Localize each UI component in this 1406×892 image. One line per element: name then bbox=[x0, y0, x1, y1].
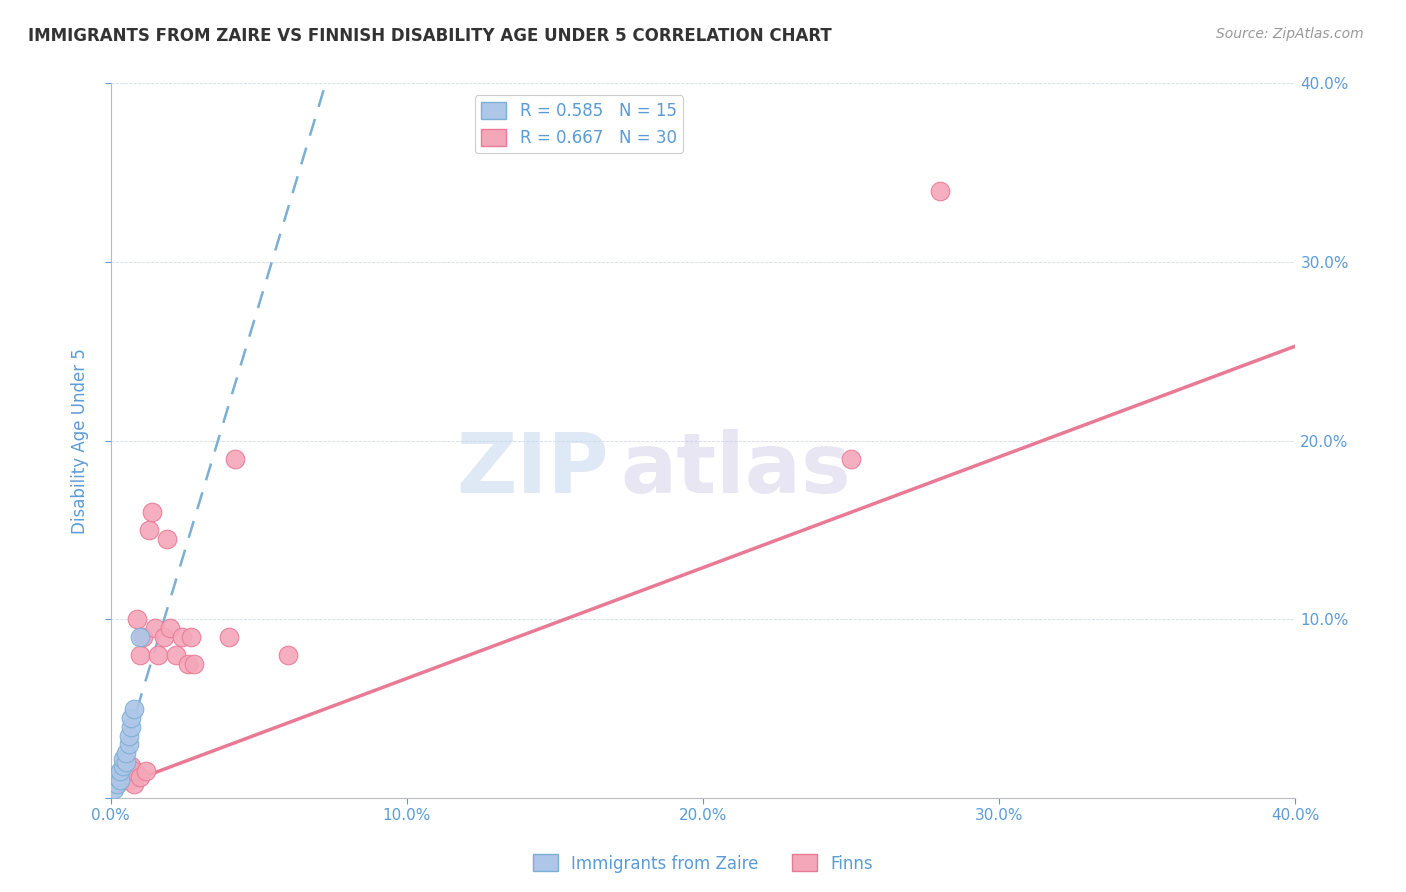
Point bbox=[929, 184, 952, 198]
Y-axis label: Disability Age Under 5: Disability Age Under 5 bbox=[72, 348, 89, 533]
Point bbox=[146, 648, 169, 662]
Point bbox=[180, 630, 202, 644]
Point bbox=[105, 777, 128, 791]
Legend: R = 0.585   N = 15, R = 0.667   N = 30: R = 0.585 N = 15, R = 0.667 N = 30 bbox=[474, 95, 683, 153]
Point bbox=[114, 756, 136, 770]
Point bbox=[156, 532, 179, 546]
Point bbox=[159, 621, 181, 635]
Point bbox=[124, 777, 146, 791]
Point bbox=[218, 630, 240, 644]
Point bbox=[165, 648, 187, 662]
Point bbox=[138, 523, 160, 537]
Point bbox=[124, 702, 146, 716]
Point bbox=[108, 773, 131, 788]
Point bbox=[111, 752, 134, 766]
Point bbox=[129, 630, 152, 644]
Text: atlas: atlas bbox=[620, 429, 851, 510]
Point bbox=[121, 711, 143, 725]
Point bbox=[129, 648, 152, 662]
Point bbox=[170, 630, 193, 644]
Point bbox=[117, 738, 139, 752]
Point bbox=[277, 648, 299, 662]
Point bbox=[141, 505, 163, 519]
Point bbox=[108, 773, 131, 788]
Point bbox=[111, 770, 134, 784]
Point bbox=[105, 777, 128, 791]
Point bbox=[108, 764, 131, 779]
Point bbox=[105, 770, 128, 784]
Point bbox=[114, 764, 136, 779]
Point bbox=[111, 759, 134, 773]
Point bbox=[183, 657, 205, 671]
Point bbox=[132, 630, 155, 644]
Point bbox=[839, 451, 862, 466]
Point bbox=[124, 764, 146, 779]
Point bbox=[121, 759, 143, 773]
Point bbox=[117, 773, 139, 788]
Point bbox=[153, 630, 176, 644]
Point bbox=[114, 747, 136, 761]
Point bbox=[121, 720, 143, 734]
Point bbox=[135, 764, 157, 779]
Text: Source: ZipAtlas.com: Source: ZipAtlas.com bbox=[1216, 27, 1364, 41]
Point bbox=[177, 657, 200, 671]
Point bbox=[143, 621, 166, 635]
Legend: Immigrants from Zaire, Finns: Immigrants from Zaire, Finns bbox=[526, 847, 880, 880]
Point bbox=[127, 612, 149, 626]
Point bbox=[117, 729, 139, 743]
Text: ZIP: ZIP bbox=[456, 429, 609, 510]
Text: IMMIGRANTS FROM ZAIRE VS FINNISH DISABILITY AGE UNDER 5 CORRELATION CHART: IMMIGRANTS FROM ZAIRE VS FINNISH DISABIL… bbox=[28, 27, 832, 45]
Point bbox=[224, 451, 246, 466]
Point bbox=[129, 770, 152, 784]
Point bbox=[103, 782, 125, 797]
